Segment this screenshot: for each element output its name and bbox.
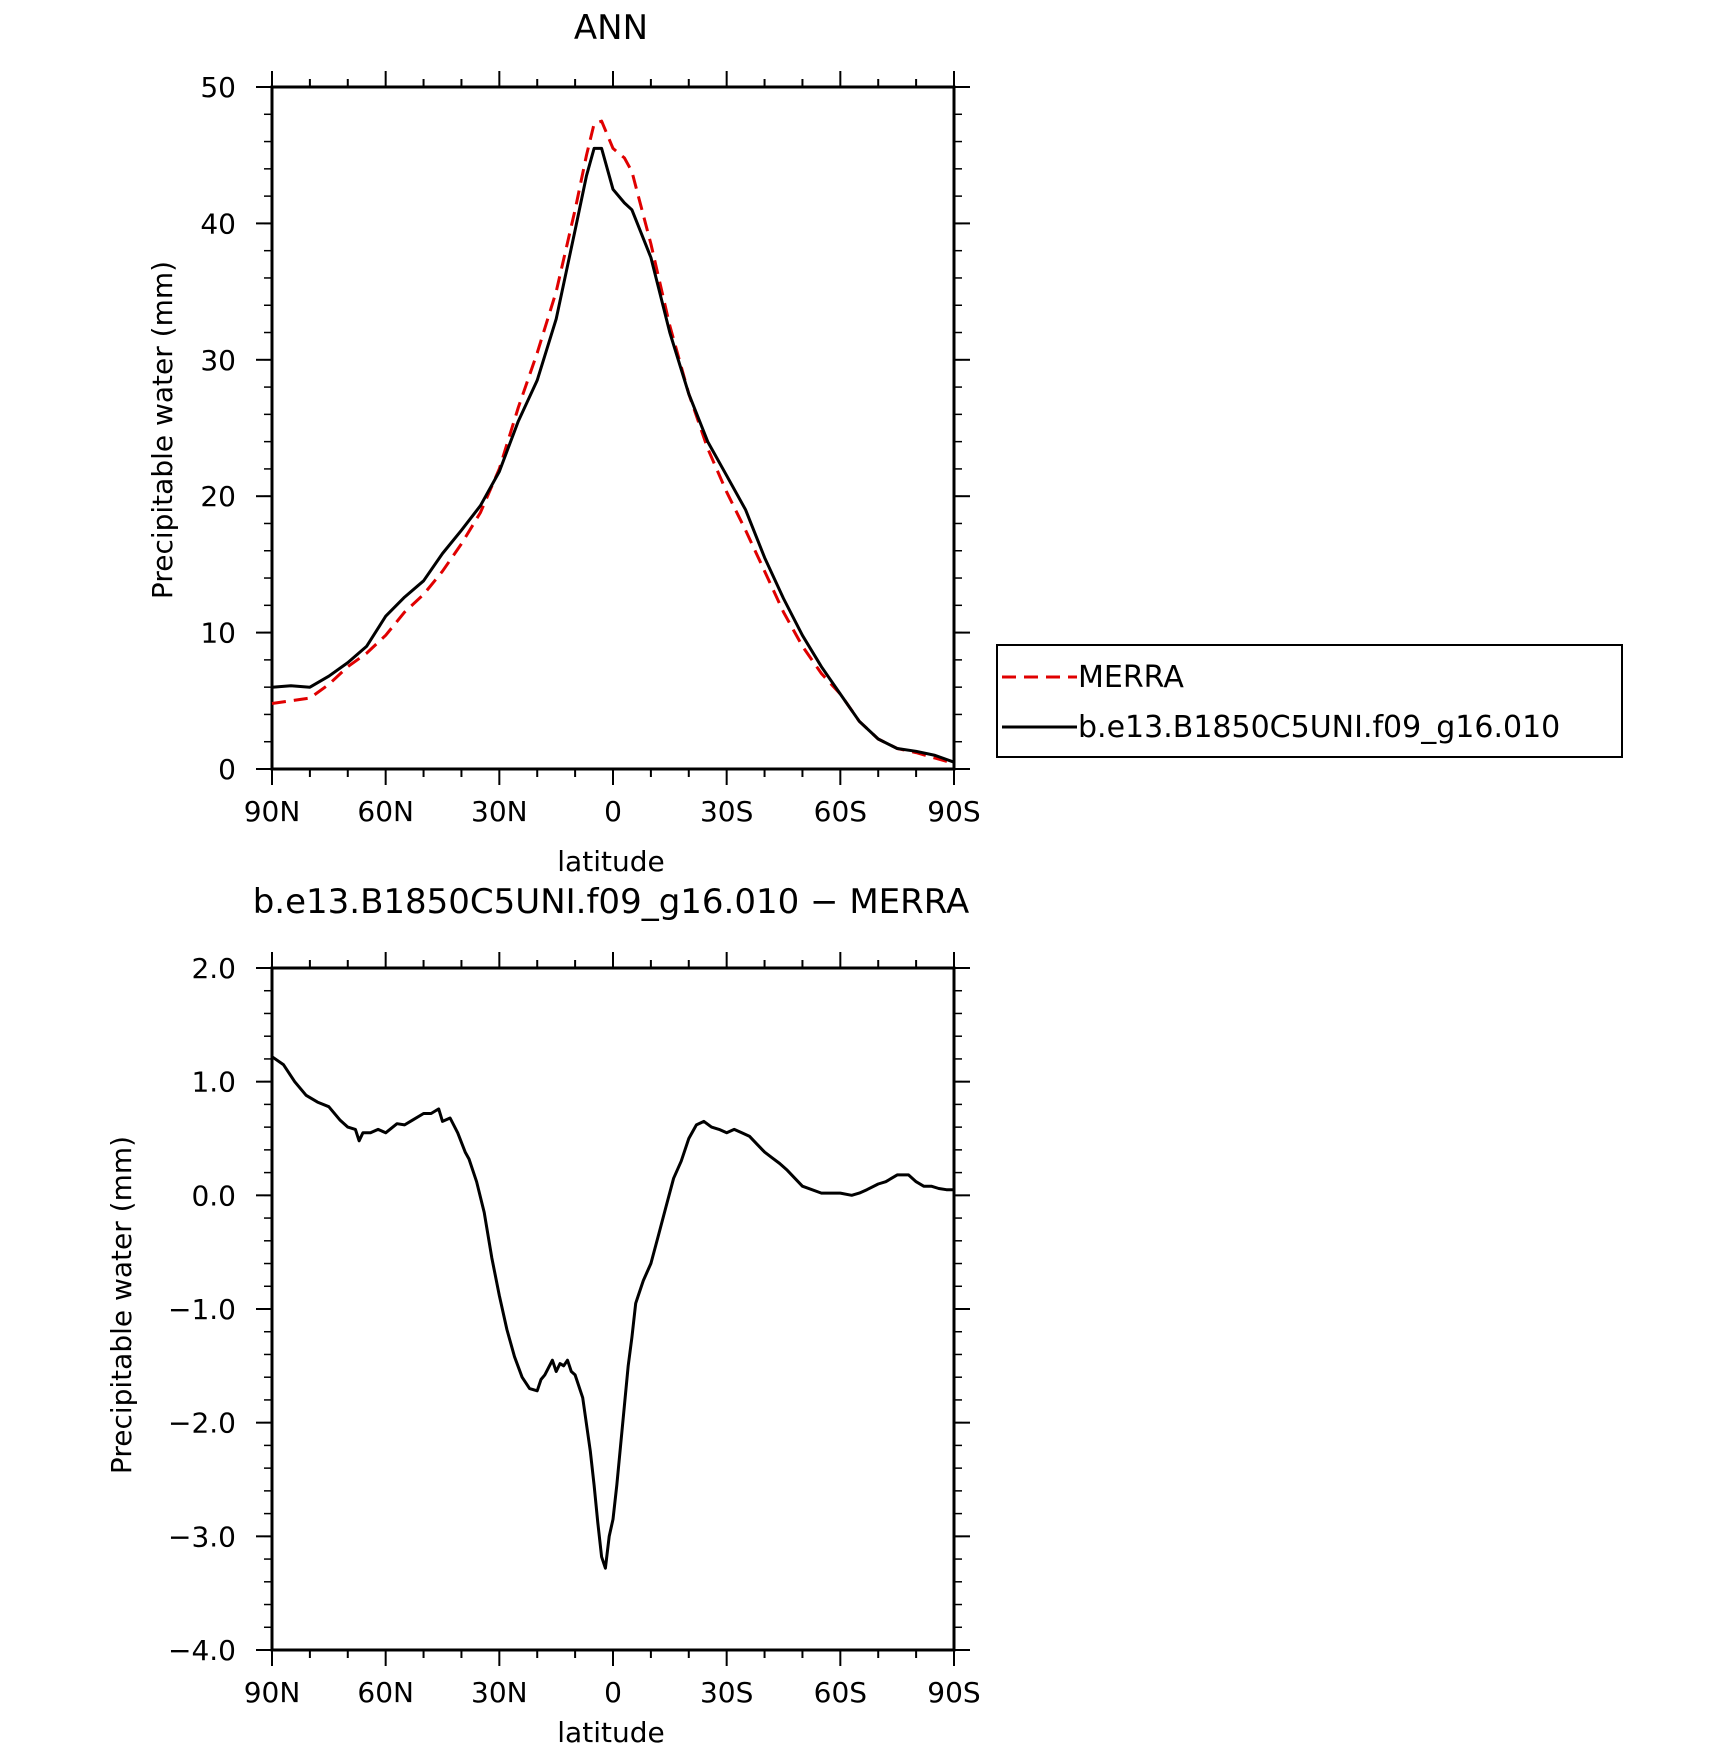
top-y-tick-label: 0 xyxy=(218,753,236,786)
top-x-tick-label: 60N xyxy=(357,795,414,828)
legend: MERRA b.e13.B1850C5UNI.f09_g16.010 xyxy=(996,644,1623,758)
top-x-tick-label: 30S xyxy=(700,795,753,828)
top-merra-line xyxy=(271,119,955,765)
top-y-axis-title: Precipitable water (mm) xyxy=(146,261,179,599)
bottom-plot: 90N 60N 30N 0 30S 60S 90S 2.0 1.0 0.0 −1.0 −2.0 −3.0… xyxy=(168,952,981,1709)
legend-box xyxy=(996,644,1623,758)
bottom-x-tick-label: 60S xyxy=(814,1676,867,1709)
top-y-tick-label: 20 xyxy=(200,480,236,513)
top-y-tick-label: 50 xyxy=(200,71,236,104)
top-plot-title: ANN xyxy=(574,8,648,48)
bottom-x-tick-label: 0 xyxy=(604,1676,622,1709)
top-x-tick-label: 30N xyxy=(471,795,528,828)
bottom-x-tick-label: 90N xyxy=(244,1676,301,1709)
top-y-tick-label: 10 xyxy=(200,617,236,650)
bottom-plot-frame xyxy=(270,966,956,1652)
top-model-line xyxy=(271,146,955,764)
top-x-tick-label: 90N xyxy=(244,795,301,828)
top-x-tick-label: 0 xyxy=(604,795,622,828)
top-x-axis-title: latitude xyxy=(557,845,664,878)
top-y-tick-label: 30 xyxy=(200,344,236,377)
top-x-tick-label: 90S xyxy=(927,795,980,828)
top-plot: 90N 60N 30N 0 30S 60S 90S 0 10 20 30 40 50 xyxy=(200,71,981,828)
bottom-y-tick-label: −2.0 xyxy=(168,1407,236,1440)
bottom-y-tick-label: −1.0 xyxy=(168,1293,236,1326)
bottom-y-tick-label: 2.0 xyxy=(191,952,236,985)
bottom-y-tick-label: 0.0 xyxy=(191,1179,236,1212)
bottom-x-axis-title: latitude xyxy=(557,1716,664,1745)
top-y-tick-label: 40 xyxy=(200,207,236,240)
bottom-x-tick-label: 60N xyxy=(357,1676,414,1709)
top-x-tick-label: 60S xyxy=(814,795,867,828)
legend-label-model: b.e13.B1850C5UNI.f09_g16.010 xyxy=(1078,710,1560,745)
bottom-y-axis-title: Precipitable water (mm) xyxy=(105,1136,138,1474)
bottom-x-tick-label: 30S xyxy=(700,1676,753,1709)
bottom-difference-line xyxy=(271,1055,954,1570)
legend-label-merra: MERRA xyxy=(1078,660,1184,695)
bottom-x-tick-label: 30N xyxy=(471,1676,528,1709)
bottom-y-tick-label: −3.0 xyxy=(168,1520,236,1553)
bottom-y-tick-label: −4.0 xyxy=(168,1634,236,1667)
bottom-y-tick-label: 1.0 xyxy=(191,1066,236,1099)
bottom-plot-title: b.e13.B1850C5UNI.f09_g16.010 − MERRA xyxy=(253,882,970,922)
bottom-x-tick-label: 90S xyxy=(927,1676,980,1709)
